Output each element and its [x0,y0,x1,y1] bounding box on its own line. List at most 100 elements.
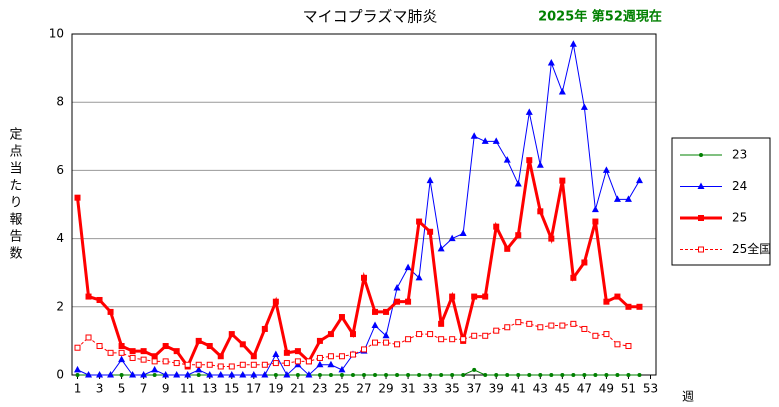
marker [537,324,544,331]
marker [515,232,522,239]
y-tick-label: 6 [56,163,64,177]
marker [470,132,478,139]
marker [438,320,445,327]
marker [494,373,499,377]
marker [571,373,576,377]
marker [272,298,279,305]
marker [416,218,423,225]
marker [603,331,610,338]
marker [416,331,423,338]
x-tick-label: 9 [162,382,170,396]
chart-title: マイコプラズマ肺炎 [303,8,438,26]
x-tick-label: 39 [489,382,504,396]
marker [140,356,147,363]
x-tick-label: 21 [290,382,305,396]
marker [261,325,268,332]
y-tick-label: 2 [56,299,64,313]
marker [228,363,235,370]
marker [305,371,313,378]
marker [570,320,577,327]
marker [536,161,544,168]
marker [471,293,478,300]
x-tick-label: 37 [467,382,482,396]
x-tick-label: 7 [140,382,148,396]
marker [448,234,456,242]
marker [626,373,631,377]
marker [283,360,290,367]
x-tick-label: 33 [422,382,437,396]
marker [635,176,643,184]
marker [460,336,467,343]
marker [624,195,632,202]
marker [525,108,533,115]
marker [327,360,335,368]
marker [428,373,433,377]
marker [437,244,445,252]
x-tick-label: 11 [180,382,195,396]
y-tick-label: 4 [56,231,64,245]
marker [450,373,455,377]
marker [361,346,367,353]
marker [637,373,642,377]
marker [492,137,500,144]
marker [526,320,533,327]
marker [173,371,181,378]
marker [504,324,511,331]
marker [316,337,323,344]
marker [558,87,566,95]
marker [129,371,137,378]
marker [569,40,577,47]
marker [482,332,489,339]
marker [217,353,224,360]
series-line [76,159,640,370]
marker [151,358,158,365]
marker [316,360,324,368]
marker [350,373,355,377]
marker [582,373,587,377]
marker [382,331,390,339]
marker [482,293,489,300]
marker [614,293,621,300]
marker [261,371,269,378]
marker [195,361,202,368]
x-tick-label: 45 [555,382,570,396]
marker [338,314,345,321]
marker [272,350,280,358]
x-tick-label: 47 [577,382,592,396]
marker [118,355,126,363]
marker [119,373,124,377]
plot-frame [71,33,657,376]
marker [505,373,510,377]
x-tick-label: 29 [378,382,393,396]
marker [527,373,532,377]
marker [625,343,632,350]
legend-label: 23 [732,148,747,162]
marker [328,373,333,377]
marker [459,229,467,236]
marker [471,332,478,339]
marker [394,298,401,305]
marker [493,327,500,334]
marker [96,343,103,350]
marker [173,348,180,355]
marker [118,343,125,350]
marker [162,358,169,365]
x-tick-label: 35 [445,382,460,396]
marker [615,373,620,377]
marker [206,371,214,378]
series-line [77,369,640,376]
marker [228,331,235,338]
marker [75,373,80,377]
marker [404,263,412,271]
marker [548,235,555,242]
marker [438,336,445,343]
marker [514,180,522,187]
marker [239,341,246,348]
marker [361,274,367,281]
marker [548,322,555,329]
marker [559,177,566,184]
marker [272,360,279,367]
marker [406,373,411,377]
marker [699,153,703,157]
